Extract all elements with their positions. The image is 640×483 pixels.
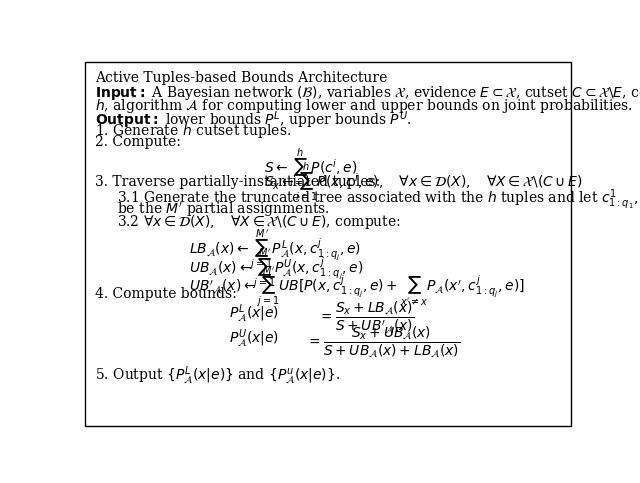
- Text: $\mathbf{Output:}$ lower bounds $P^L$, upper bounds $P^U$.: $\mathbf{Output:}$ lower bounds $P^L$, u…: [95, 109, 412, 131]
- Text: 3.1 Generate the truncated tree associated with the $h$ tuples and let $c_{1:q_1: 3.1 Generate the truncated tree associat…: [117, 188, 640, 212]
- Text: $= \dfrac{S_x + UB_\mathcal{A}(x)}{S + UB_\mathcal{A}(x) + LB_\mathcal{A}(x)}$: $= \dfrac{S_x + UB_\mathcal{A}(x)}{S + U…: [306, 325, 460, 360]
- Text: $LB_\mathcal{A}(x) \leftarrow \sum_{j=1}^{M^\prime} P_\mathcal{A}^L(x, c_{1:q_j}: $LB_\mathcal{A}(x) \leftarrow \sum_{j=1}…: [189, 227, 361, 272]
- Text: 3.2 $\forall x \in \mathcal{D}(X), \quad \forall X \in \mathcal{X}\backslash(C \: 3.2 $\forall x \in \mathcal{D}(X), \quad…: [117, 213, 401, 231]
- Text: 5. Output $\{P_\mathcal{A}^L(x|e)\}$ and $\{P_\mathcal{A}^u(x|e)\}$.: 5. Output $\{P_\mathcal{A}^L(x|e)\}$ and…: [95, 365, 340, 387]
- Text: $S \leftarrow \sum_{i=1}^{h} P(c^i, e)$: $S \leftarrow \sum_{i=1}^{h} P(c^i, e)$: [264, 147, 357, 190]
- Text: be the $M^\prime$ partial assignments.: be the $M^\prime$ partial assignments.: [117, 200, 330, 219]
- Text: 4. Compute bounds:: 4. Compute bounds:: [95, 287, 237, 301]
- Text: $h$, algorithm $\mathcal{A}$ for computing lower and upper bounds on joint proba: $h$, algorithm $\mathcal{A}$ for computi…: [95, 97, 633, 114]
- Text: $P_\mathcal{A}^U(x|e)$: $P_\mathcal{A}^U(x|e)$: [229, 327, 279, 350]
- Text: 3. Traverse partially-instantiated tuples:: 3. Traverse partially-instantiated tuple…: [95, 175, 380, 189]
- Text: $P_\mathcal{A}^L(x|e)$: $P_\mathcal{A}^L(x|e)$: [229, 303, 279, 325]
- Text: $\mathbf{Input:}$ A Bayesian network $(\mathcal{B})$, variables $\mathcal{X}$, e: $\mathbf{Input:}$ A Bayesian network $(\…: [95, 84, 640, 102]
- Text: 1. Generate $h$ cutset tuples.: 1. Generate $h$ cutset tuples.: [95, 122, 291, 140]
- FancyBboxPatch shape: [85, 62, 571, 426]
- Text: $UB'_\mathcal{A}(x) \leftarrow \sum_{j=1}^{M^\prime} UB[P(x, c_{1:q_j}^j, e) + \: $UB'_\mathcal{A}(x) \leftarrow \sum_{j=1…: [189, 264, 525, 309]
- Text: $UB_\mathcal{A}(x) \leftarrow \sum_{j=1}^{M^\prime} P_\mathcal{A}^U(x, c_{1:q_j}: $UB_\mathcal{A}(x) \leftarrow \sum_{j=1}…: [189, 246, 364, 291]
- Text: Active Tuples-based Bounds Architecture: Active Tuples-based Bounds Architecture: [95, 71, 387, 85]
- Text: $S_x \leftarrow \sum_{i=1}^{h} P(x, c^i, e), \quad \forall x \in \mathcal{D}(X),: $S_x \leftarrow \sum_{i=1}^{h} P(x, c^i,…: [264, 161, 582, 204]
- Text: $= \dfrac{S_x + LB_\mathcal{A}(x)}{S + UB'_\mathcal{A}(x)}$: $= \dfrac{S_x + LB_\mathcal{A}(x)}{S + U…: [318, 299, 415, 335]
- Text: 2. Compute:: 2. Compute:: [95, 135, 180, 149]
